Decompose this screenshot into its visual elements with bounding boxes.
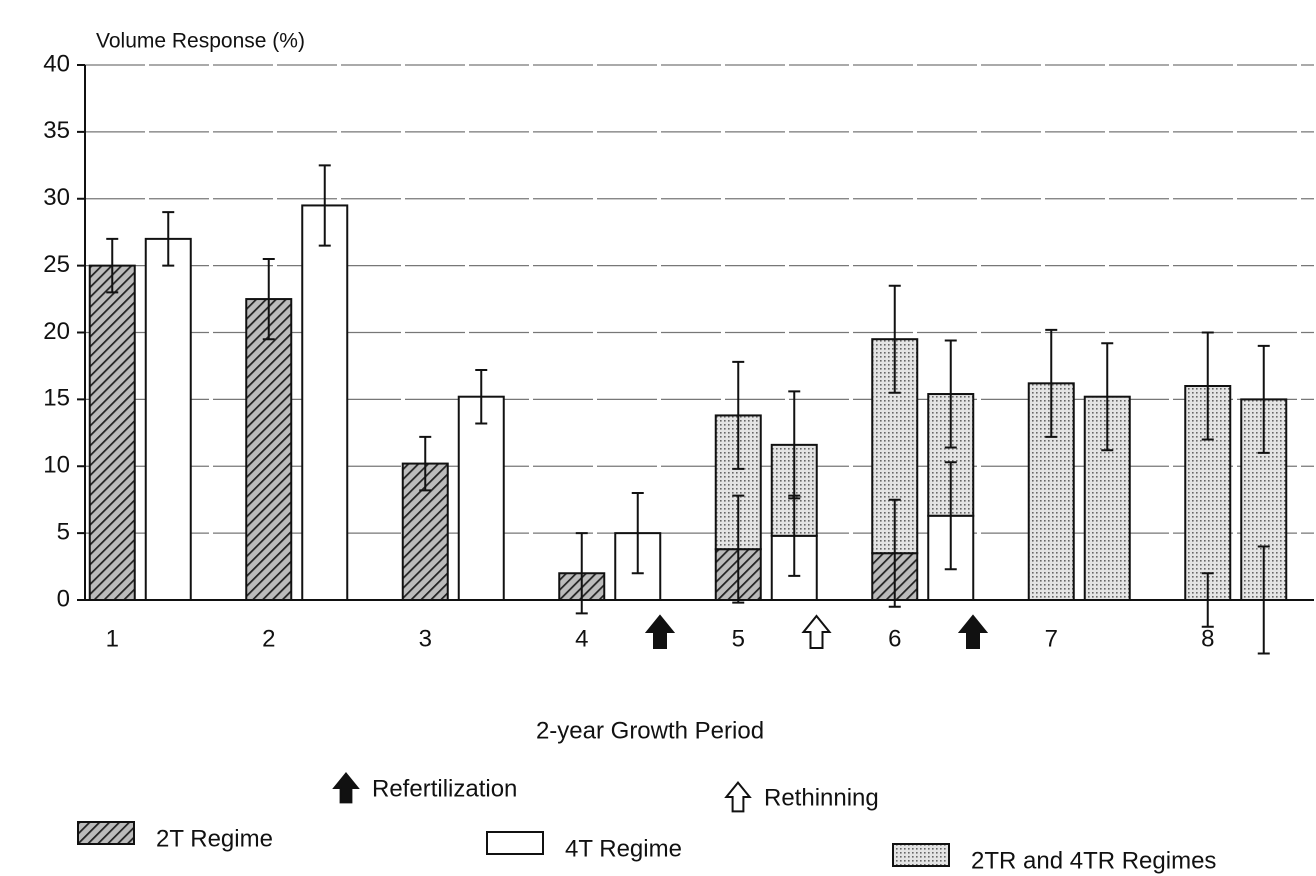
y-tick-label: 5 [57, 518, 70, 545]
error-bar [732, 360, 745, 470]
bar [144, 237, 192, 601]
legend-swatch [486, 831, 544, 855]
x-tick-label: 3 [419, 625, 432, 652]
x-tick-label: 1 [106, 625, 119, 652]
error-bar [1101, 342, 1114, 452]
y-tick-label: 30 [43, 184, 70, 211]
error-bar [732, 494, 745, 604]
filled-arrow [957, 614, 989, 649]
y-tick-label: 15 [43, 385, 70, 412]
error-bar [788, 390, 801, 500]
error-bar [1201, 331, 1214, 441]
error-bar [106, 237, 119, 294]
filled-arrow [332, 772, 360, 804]
filled-arrow [644, 614, 676, 649]
x-tick-label: 4 [575, 625, 588, 652]
y-tick-label: 35 [43, 117, 70, 144]
x-tick-label: 8 [1201, 625, 1214, 652]
error-bar [262, 257, 275, 341]
bar [88, 264, 136, 601]
legend-label: 2T Regime [156, 825, 273, 852]
legend-label: 2TR and 4TR Regimes [971, 847, 1216, 874]
error-bar [318, 164, 331, 247]
open-arrow [801, 614, 832, 649]
bar [457, 395, 505, 602]
error-bar [631, 492, 644, 575]
legend-label: 4T Regime [565, 835, 682, 862]
x-tick-label: 5 [732, 625, 745, 652]
x-axis-label: 2-year Growth Period [536, 717, 764, 744]
y-tick-label: 40 [43, 50, 70, 77]
error-bar [944, 339, 957, 449]
error-bar [1201, 572, 1214, 628]
chart-title: Volume Response (%) [96, 30, 305, 53]
y-tick-label: 20 [43, 318, 70, 345]
error-bar [888, 284, 901, 394]
error-bar [888, 498, 901, 608]
annotation-label: Rethinning [764, 784, 879, 811]
y-tick-label: 0 [57, 585, 70, 612]
open-arrow [724, 781, 752, 813]
y-tick-label: 25 [43, 251, 70, 278]
error-bar [162, 211, 175, 267]
bar [301, 204, 349, 601]
error-bar [1257, 545, 1270, 655]
legend-swatch [892, 843, 950, 867]
x-tick-label: 6 [888, 625, 901, 652]
error-bar [1257, 344, 1270, 454]
error-bar [575, 532, 588, 615]
error-bar [419, 435, 432, 492]
annotation-label: Refertilization [372, 775, 517, 802]
error-bar [1045, 328, 1058, 438]
x-tick-label: 7 [1045, 625, 1058, 652]
x-tick-label: 2 [262, 625, 275, 652]
error-bar [944, 461, 957, 571]
legend-swatch [77, 821, 135, 845]
error-bar [475, 368, 488, 425]
bar [245, 298, 293, 601]
y-tick-label: 10 [43, 452, 70, 479]
